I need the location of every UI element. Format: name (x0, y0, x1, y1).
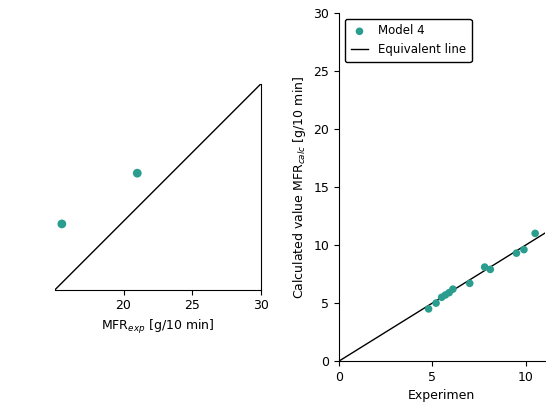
Y-axis label: Calculated value MFR$_{calc}$ [g/10 min]: Calculated value MFR$_{calc}$ [g/10 min] (290, 75, 307, 299)
Model 4 (512, 250, 521, 257)
Model 4 (445, 289, 454, 296)
Model 4 (531, 230, 540, 237)
Model 4 (520, 246, 529, 253)
X-axis label: Experimen: Experimen (408, 389, 475, 402)
Model 4 (448, 286, 457, 292)
Model 4 (441, 291, 450, 298)
Model 4 (432, 300, 441, 307)
Model 4 (437, 294, 446, 301)
Point (133, 170, 142, 176)
Point (57, 220, 66, 227)
Model 4 (465, 280, 474, 287)
X-axis label: MFR$_{exp}$ [g/10 min]: MFR$_{exp}$ [g/10 min] (101, 318, 214, 336)
Model 4 (486, 266, 494, 273)
Model 4 (480, 264, 489, 270)
Legend: Model 4, Equivalent line: Model 4, Equivalent line (345, 18, 472, 62)
Model 4 (424, 306, 433, 312)
